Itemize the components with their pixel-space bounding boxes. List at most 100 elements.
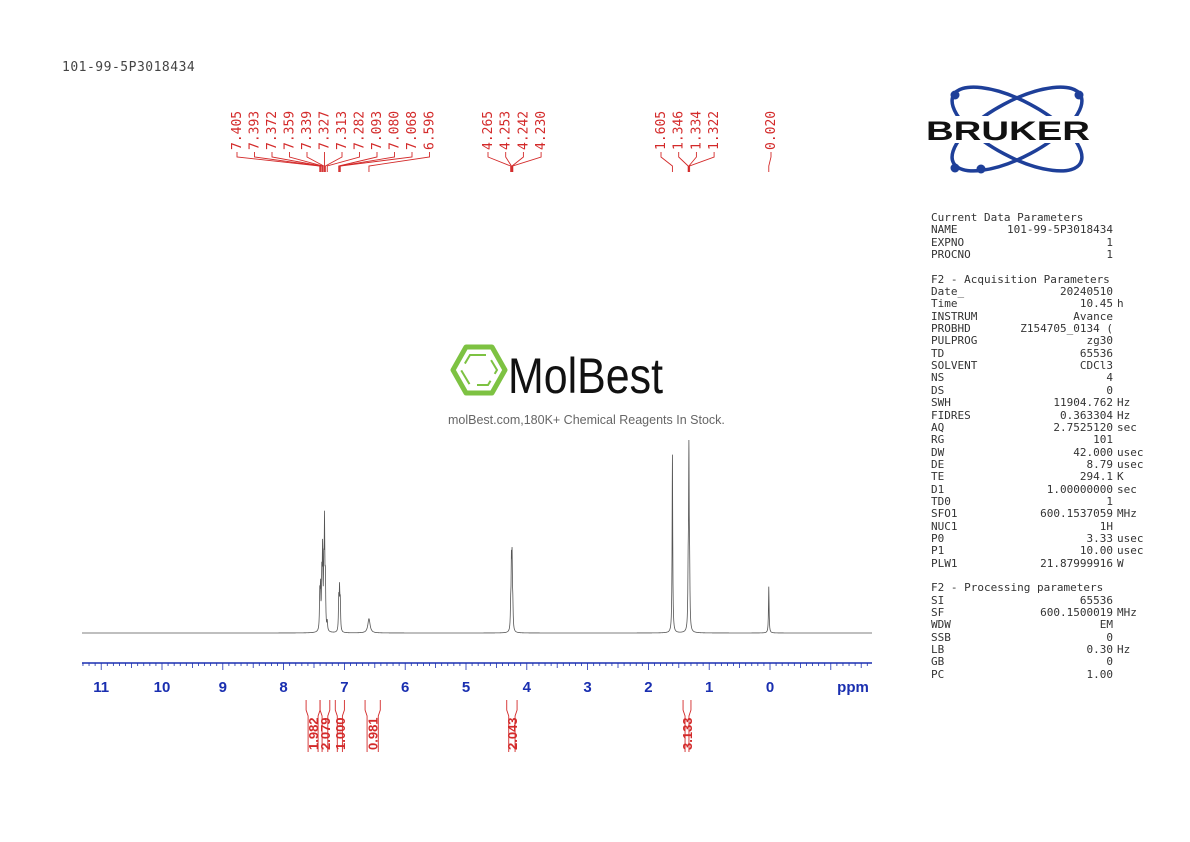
parameter-row: DW 42.000 usec [931, 445, 1151, 459]
peak-label: 0.020 [764, 111, 779, 150]
parameter-row: INSTRUM Avance [931, 309, 1151, 323]
peak-label-connector [339, 152, 395, 172]
x-tick-label: 9 [219, 679, 227, 696]
parameter-label: PLW1 [931, 556, 958, 570]
parameter-unit: Hz [1117, 643, 1131, 657]
parameter-label: SI [931, 593, 945, 607]
parameter-label: NUC1 [931, 519, 958, 533]
parameter-row: SF 600.1500019 MHz [931, 606, 1151, 619]
peak-label: 7.372 [265, 111, 280, 150]
parameter-unit: Hz [1117, 396, 1131, 410]
peak-label: 6.596 [423, 111, 438, 150]
parameter-row: TE 294.1 K [931, 470, 1151, 484]
parameter-row: WDW EM [931, 618, 1151, 632]
parameter-label: TD0 [931, 494, 951, 508]
parameter-unit: MHz [1117, 507, 1137, 521]
parameter-row: PC 1.00 [931, 668, 1151, 681]
parameter-value: 3.33 [1086, 531, 1114, 545]
peak-label-connector [289, 152, 324, 172]
parameter-row: SOLVENT CDCl3 [931, 359, 1151, 373]
integral-value: 2.043 [505, 717, 520, 750]
peak-label-connector [254, 152, 321, 172]
peak-label-connector [324, 152, 343, 172]
x-tick-label: 10 [154, 679, 171, 696]
parameter-label: TD [931, 346, 945, 360]
parameter-row: Date_ 20240510 [931, 285, 1151, 299]
parameter-label: Time [931, 297, 958, 311]
peak-label: 1.322 [707, 111, 722, 150]
parameter-label: DW [931, 445, 945, 459]
integral-bracket [682, 700, 692, 752]
parameter-value: 101 [1093, 433, 1113, 447]
electron-icon [976, 164, 986, 174]
parameter-label: INSTRUM [931, 309, 978, 323]
parameter-value: 20240510 [1060, 285, 1113, 299]
peak-label: 4.265 [481, 111, 496, 150]
parameter-label: WDW [931, 618, 951, 632]
x-tick-label: 0 [766, 679, 774, 696]
electron-icon [950, 90, 960, 100]
parameter-value: 0 [1106, 655, 1113, 669]
parameter-unit: K [1117, 470, 1124, 484]
parameter-value: CDCl3 [1079, 359, 1113, 373]
parameter-value: 1 [1106, 494, 1113, 508]
parameter-value: 8.79 [1086, 457, 1114, 471]
peak-label-connector [511, 152, 524, 172]
peak-label: 1.346 [672, 111, 687, 150]
parameter-value: 1.00000000 [1046, 482, 1113, 496]
integral-value: 1.982 [306, 717, 321, 750]
parameter-value: 294.1 [1079, 470, 1113, 484]
parameter-label: PROCNO [931, 248, 971, 262]
parameter-label: Date_ [931, 285, 965, 299]
parameter-value: 1 [1106, 248, 1113, 262]
parameter-label: PULPROG [931, 334, 978, 348]
parameter-unit: MHz [1117, 606, 1137, 619]
integral-value: 1.000 [333, 717, 348, 750]
x-tick-label: 11 [93, 679, 109, 696]
parameter-row: DS 0 [931, 384, 1151, 397]
parameter-value: 1H [1099, 519, 1113, 533]
parameter-row: SFO1 600.1537059 MHz [931, 507, 1151, 521]
x-tick-label: 4 [523, 679, 532, 696]
parameter-label: PROBHD [931, 322, 971, 336]
peak-label-connector [505, 152, 512, 172]
peak-label: 4.253 [499, 111, 514, 150]
parameter-row: NAME 101-99-5P3018434 [931, 223, 1151, 237]
peak-label: 7.405 [230, 111, 245, 150]
parameter-row: SSB 0 [931, 631, 1151, 644]
peak-label-connector [487, 152, 512, 172]
parameter-row: SWH 11904.762 Hz [931, 396, 1151, 410]
parameter-unit: usec [1117, 544, 1144, 558]
parameter-section-heading: F2 - Acquisition Parameters [931, 272, 1110, 286]
parameter-unit: usec [1117, 457, 1144, 471]
bruker-wordmark: BRUKER [926, 116, 1090, 146]
parameter-label: SWH [931, 396, 951, 410]
parameter-row: Time 10.45 h [931, 297, 1151, 311]
parameter-label: AQ [931, 420, 945, 434]
parameter-row: AQ 2.7525120 sec [931, 420, 1151, 434]
parameter-label: RG [931, 433, 945, 447]
parameter-label: P0 [931, 531, 945, 545]
peak-label-connector [689, 152, 715, 172]
peak-label: 7.068 [405, 111, 420, 150]
parameter-row: P0 3.33 usec [931, 531, 1151, 545]
parameter-unit: usec [1117, 445, 1144, 459]
peak-label: 7.080 [388, 111, 403, 150]
parameter-label: P1 [931, 544, 945, 558]
x-tick-label: 5 [462, 679, 470, 696]
parameter-value: 10.45 [1079, 297, 1113, 311]
peak-label: 7.393 [248, 111, 263, 150]
integral-bracket [506, 700, 518, 752]
parameter-value: 42.000 [1073, 445, 1113, 459]
hexagon-icon [450, 344, 508, 396]
parameter-label: NAME [931, 223, 958, 237]
parameter-label: SF [931, 606, 945, 619]
integral-bracket [334, 700, 345, 752]
x-tick-label: 3 [583, 679, 591, 696]
molbest-logo: MolBest [450, 344, 663, 404]
peak-label: 7.093 [370, 111, 385, 150]
parameter-row: GB 0 [931, 655, 1151, 669]
parameter-row: LB 0.30 Hz [931, 643, 1151, 657]
logo-backdrop [925, 116, 1091, 143]
